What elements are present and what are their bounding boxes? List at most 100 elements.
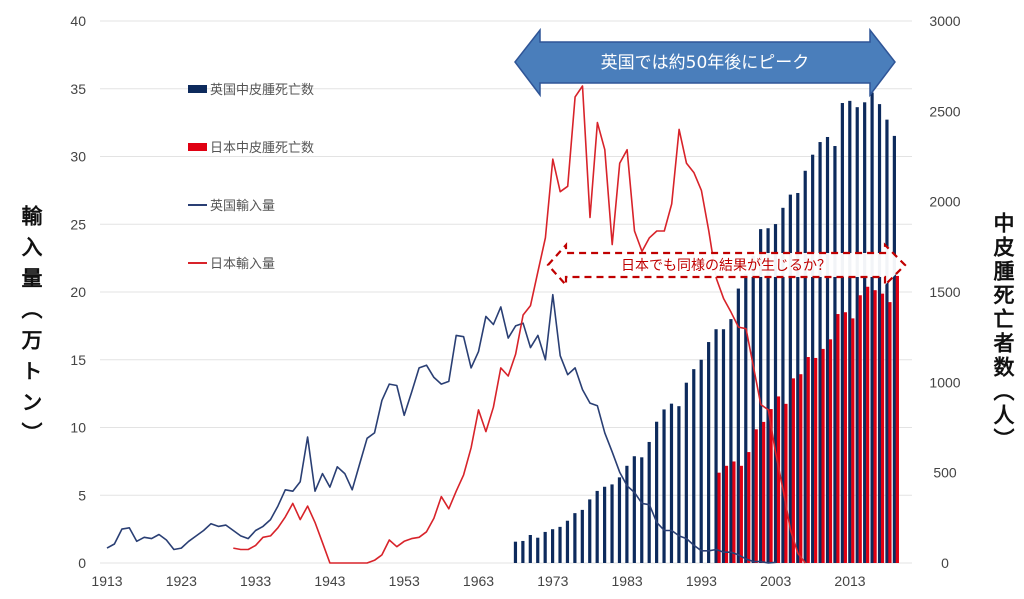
uk-deaths-bar [788,194,792,563]
x-tick-label: 1963 [463,573,494,589]
uk-peak-arrow-text: 英国では約50年後にピーク [601,53,810,73]
uk-deaths-bar [744,273,748,563]
left-tick-label: 40 [70,13,86,29]
right-tick-label: 1500 [929,284,960,300]
left-tick-label: 20 [70,284,86,300]
uk-peak-arrow: 英国では約50年後にピーク [514,27,896,98]
uk-deaths-bar [655,421,659,563]
uk-deaths-bar [617,477,622,563]
uk-deaths-bar [595,490,599,563]
uk-deaths-bar [603,486,607,563]
x-tick-label: 2003 [760,573,791,589]
jp-import-line [233,85,807,564]
legend-label-jp-deaths: 日本中皮腫死亡数 [210,140,314,156]
right-tick-label: 0 [941,555,949,571]
uk-deaths-bar [796,192,800,563]
jp-deaths-bar [791,378,795,563]
jp-deaths-bar [806,357,810,563]
uk-deaths-bar [751,255,755,563]
uk-deaths-bar [870,92,874,563]
jp-deaths-bar [851,318,855,563]
x-tick-label: 2013 [834,573,865,589]
uk-deaths-bar [580,509,584,563]
legend-label-uk-deaths: 英国中皮腫死亡数 [210,82,314,98]
japan-callout-text: 日本でも同様の結果が生じるか？ [621,258,831,274]
right-tick-label: 500 [933,465,957,481]
uk-deaths-bar [766,228,770,563]
legend-swatch-uk-deaths [188,85,207,93]
right-tick-label: 3000 [929,13,960,29]
uk-deaths-bar [848,100,852,563]
uk-deaths-bar [565,520,570,563]
japan-callout-arrow: 日本でも同様の結果が生じるか？ [546,242,907,288]
uk-deaths-bar [669,403,674,563]
uk-deaths-bar [721,329,726,563]
left-axis-label: 輸入量（万トン） [19,205,43,453]
uk-deaths-bar [840,103,844,563]
legend-label-uk-import: 英国輸入量 [210,199,275,214]
left-tick-label: 0 [78,555,86,571]
uk-deaths-bar [781,207,785,563]
left-tick-label: 5 [78,487,86,503]
jp-deaths-bar [724,465,729,563]
uk-deaths-bar [707,342,711,563]
uk-deaths-bar [536,537,540,563]
jp-deaths-bar [836,314,840,563]
uk-deaths-bar [551,529,555,563]
uk-import-line [106,293,776,564]
jp-deaths-bar [739,465,743,563]
uk-deaths-bar [729,319,733,563]
jp-deaths-bar [762,421,766,563]
uk-deaths-bar [877,104,882,564]
uk-deaths-bar [736,288,740,563]
uk-deaths-bar [543,531,547,563]
jp-deaths-bar [754,429,758,563]
jp-deaths-bar [776,396,781,563]
uk-deaths-bar [647,441,651,563]
uk-deaths-bar [863,102,867,564]
tick-labels: 0 5 10 15 20 25 30 35 40 0 500 1000 1500 2000 2500 3000… [70,13,960,589]
uk-deaths-bar [558,526,562,563]
x-tick-label: 1993 [686,573,717,589]
jp-deaths-bar [814,357,818,563]
jp-deaths-bar [873,290,877,563]
jp-deaths-bar [784,403,788,563]
jp-deaths-bar [747,452,751,563]
jp-deaths-bar [888,302,892,563]
x-tick-label: 1923 [166,573,197,589]
uk-deaths-bar [759,229,763,564]
uk-deaths-bar [610,484,614,563]
gridlines [100,20,912,564]
uk-deaths-bar [714,329,718,563]
uk-deaths-bar [573,513,577,563]
jp-deaths-bar [858,295,862,563]
jp-deaths-bar [843,312,847,563]
x-tick-label: 1983 [612,573,643,589]
right-tick-label: 2500 [929,103,960,119]
jp-deaths-bar [732,461,736,563]
left-tick-label: 30 [70,149,86,165]
legend-swatch-jp-deaths [188,143,207,151]
left-tick-label: 15 [70,352,86,368]
legend-label-jp-import: 日本輸入量 [210,257,275,272]
uk-deaths-bar [677,406,681,563]
uk-deaths-bar [892,135,896,564]
uk-deaths-bar [803,170,807,564]
uk-deaths-bar [818,142,822,563]
uk-deaths-bar [885,119,889,564]
bars [513,92,899,564]
uk-deaths-bar [773,224,778,563]
lines [106,85,807,564]
uk-deaths-bar [855,107,859,563]
x-tick-label: 1953 [389,573,420,589]
x-tick-label: 1973 [537,573,568,589]
uk-deaths-bar [699,359,703,563]
uk-deaths-bar [833,146,837,563]
left-tick-label: 25 [70,216,86,232]
left-tick-label: 10 [70,420,86,436]
right-tick-label: 2000 [929,194,960,210]
jp-deaths-bar [895,275,899,563]
legend: 英国中皮腫死亡数 日本中皮腫死亡数 英国輸入量 日本輸入量 [188,82,314,272]
x-tick-label: 1933 [240,573,271,589]
uk-deaths-bar [632,456,636,563]
